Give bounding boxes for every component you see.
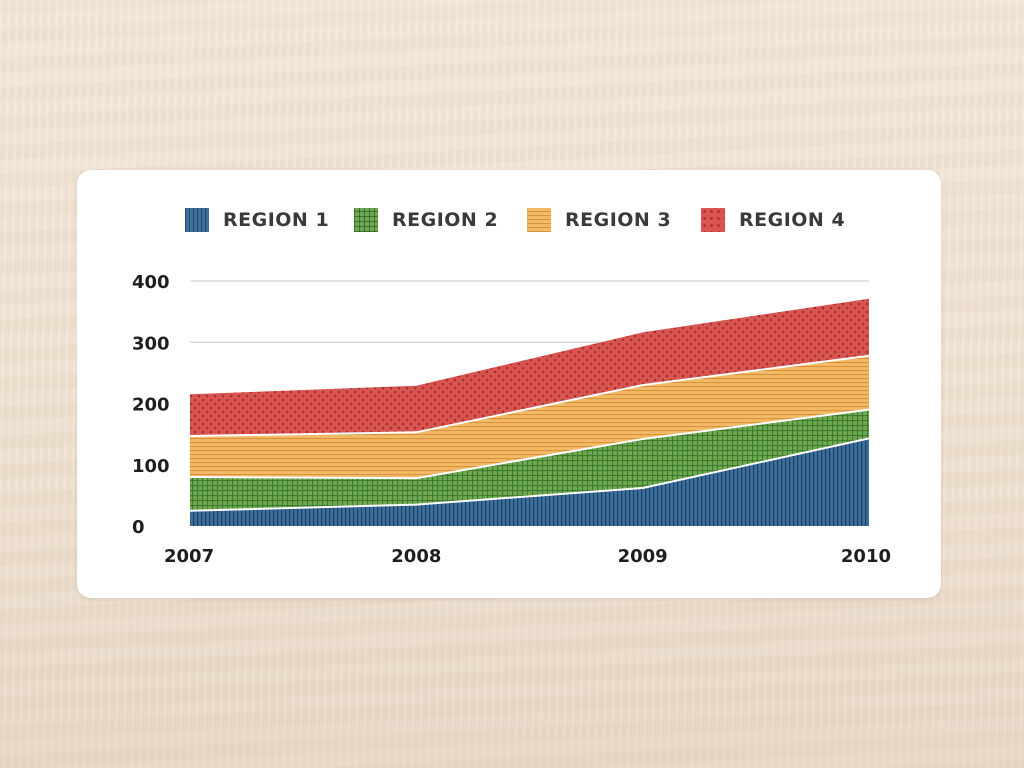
legend-item-region-2[interactable]: REGION 2 [354, 208, 498, 232]
axes: 0 100 200 300 400 2007 2008 2009 2010 [132, 272, 891, 567]
x-tick-label: 2008 [391, 546, 441, 567]
legend-label-region-2: REGION 2 [392, 209, 499, 231]
chart-card: REGION 1 REGION 2 REGION 3 REGION 4 [77, 170, 941, 598]
area-region-1[interactable] [190, 438, 869, 526]
area-region-4[interactable] [190, 298, 869, 436]
x-tick-label: 2007 [164, 546, 214, 567]
area-region-2[interactable] [190, 409, 869, 511]
y-tick-label: 0 [132, 517, 145, 538]
legend-label-region-3: REGION 3 [565, 209, 672, 231]
y-tick-label: 300 [132, 333, 170, 354]
legend-swatch-region-2 [354, 208, 378, 232]
legend-item-region-3[interactable]: REGION 3 [527, 208, 671, 232]
chart-legend: REGION 1 REGION 2 REGION 3 REGION 4 [77, 170, 941, 270]
legend-item-region-4[interactable]: REGION 4 [701, 208, 845, 232]
legend-item-region-1[interactable]: REGION 1 [185, 208, 329, 232]
x-tick-label: 2009 [618, 546, 668, 567]
stacked-area-chart: 0 100 200 300 400 2007 2008 2009 2010 [132, 272, 891, 567]
y-tick-label: 100 [132, 456, 170, 477]
area-region-3[interactable] [190, 355, 869, 479]
legend-swatch-region-4 [701, 208, 725, 232]
legend-swatch-region-3 [527, 208, 551, 232]
boundary-line-region-2 [189, 408, 870, 480]
legend-swatch-region-1 [185, 208, 209, 232]
legend-label-region-4: REGION 4 [739, 209, 846, 231]
boundary-line-region-3 [189, 354, 870, 437]
y-tick-label: 200 [132, 395, 170, 416]
legend-label-region-1: REGION 1 [223, 209, 330, 231]
y-tick-label: 400 [132, 272, 170, 293]
x-tick-label: 2010 [841, 546, 891, 567]
boundary-line-region-1 [189, 437, 870, 512]
area-series [189, 298, 870, 526]
